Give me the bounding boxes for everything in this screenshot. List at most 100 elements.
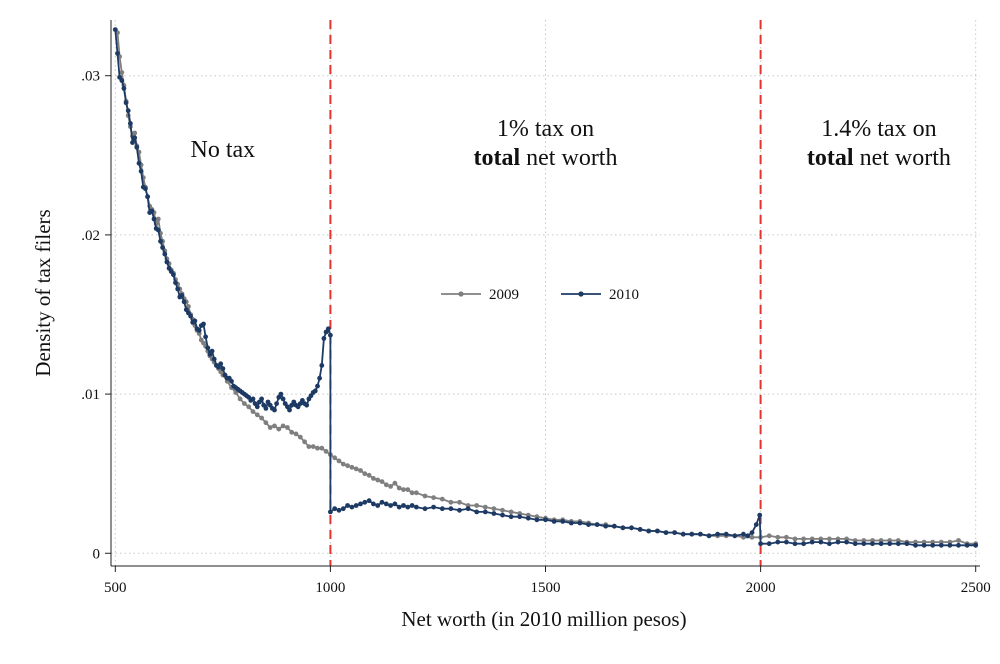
data-point: [801, 541, 806, 547]
data-point: [250, 396, 256, 402]
data-point: [276, 426, 282, 432]
data-point: [123, 100, 129, 106]
data-point: [508, 514, 514, 520]
data-point: [405, 487, 411, 492]
data-point: [689, 531, 695, 537]
data-point: [132, 130, 138, 136]
data-point: [491, 511, 497, 516]
data-point: [414, 504, 419, 510]
data-point: [297, 434, 303, 440]
data-point: [188, 313, 194, 319]
data-point: [603, 523, 609, 529]
data-point: [155, 216, 161, 222]
data-point: [158, 238, 163, 244]
data-point: [332, 506, 338, 512]
data-point: [328, 332, 333, 338]
data-point: [345, 503, 350, 508]
data-point: [474, 503, 480, 508]
data-point: [175, 286, 181, 292]
data-point: [340, 461, 346, 467]
data-point: [577, 520, 583, 526]
data-point: [422, 493, 428, 499]
data-point: [784, 534, 789, 540]
x-tick-label: 1500: [531, 580, 561, 596]
data-point: [732, 533, 738, 539]
data-point: [366, 472, 372, 478]
data-point: [130, 140, 135, 146]
data-point: [149, 208, 155, 214]
data-point: [358, 501, 363, 507]
data-point: [439, 496, 445, 502]
data-point: [173, 280, 178, 286]
data-point: [274, 401, 279, 406]
data-point: [753, 522, 759, 527]
annotation-line: No tax: [191, 137, 256, 163]
data-point: [263, 406, 269, 411]
data-point: [715, 531, 720, 537]
legend-item-2010: 2010: [561, 287, 639, 303]
annotation-line: total net worth: [474, 145, 618, 171]
data-point: [119, 78, 125, 83]
data-point: [315, 445, 320, 451]
data-point: [278, 391, 284, 397]
data-point: [280, 396, 286, 402]
data-point: [181, 299, 187, 305]
data-point: [457, 499, 462, 505]
data-point: [371, 501, 376, 507]
data-point: [317, 375, 322, 381]
x-ticks: 500 1000 1500 2000 2500: [104, 566, 991, 596]
data-point: [921, 542, 927, 548]
legend-item-2009: 2009: [441, 287, 519, 303]
data-point: [287, 407, 292, 413]
data-point: [134, 144, 140, 150]
data-point: [263, 420, 269, 426]
data-point: [861, 541, 867, 547]
data-point: [315, 383, 320, 389]
data-point: [568, 520, 574, 526]
data-point: [237, 396, 243, 402]
data-point: [115, 51, 120, 56]
legend-label: 2010: [609, 287, 639, 303]
data-point: [611, 523, 617, 529]
legend-label: 2009: [489, 287, 519, 303]
data-point: [321, 336, 327, 341]
data-point: [345, 463, 350, 469]
data-point: [844, 539, 849, 545]
data-point: [362, 499, 368, 505]
data-point: [672, 530, 677, 535]
data-point: [179, 293, 185, 298]
data-point: [482, 504, 488, 510]
data-point: [543, 517, 548, 523]
data-point: [500, 507, 505, 513]
series-lines: [112, 27, 979, 548]
data-point: [259, 396, 264, 402]
data-point: [388, 484, 393, 489]
data-point: [220, 366, 226, 371]
data-point: [809, 539, 815, 545]
data-point: [119, 70, 125, 75]
x-tick-label: 500: [104, 580, 127, 596]
data-point: [414, 490, 419, 496]
data-point: [254, 412, 260, 418]
data-point: [218, 361, 224, 367]
data-point: [336, 458, 342, 464]
data-point: [775, 534, 781, 540]
data-point: [680, 531, 686, 537]
data-point: [401, 487, 406, 492]
data-point: [242, 401, 247, 406]
data-point: [938, 542, 944, 548]
data-point: [491, 506, 497, 512]
data-point: [827, 541, 832, 547]
data-point: [457, 507, 462, 513]
data-point: [392, 480, 398, 486]
data-point: [375, 503, 381, 508]
data-point: [775, 539, 781, 545]
data-point: [272, 423, 277, 429]
data-point: [396, 504, 402, 510]
data-point: [913, 542, 918, 548]
data-point: [500, 512, 505, 518]
x-tick-label: 2000: [746, 580, 776, 596]
data-point: [930, 542, 936, 548]
data-point: [250, 409, 256, 414]
data-point: [431, 504, 436, 510]
